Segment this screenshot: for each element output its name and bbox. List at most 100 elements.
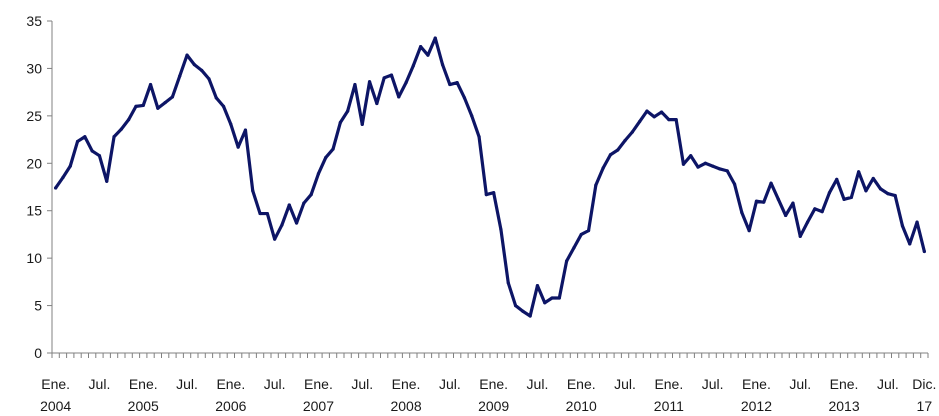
data-point — [360, 122, 364, 126]
x-tick-label: Ene. 2007 — [303, 376, 334, 414]
data-point — [849, 195, 853, 200]
data-point — [784, 213, 788, 218]
x-tick-label-year: 2004 — [40, 398, 71, 414]
x-tick-label-period: Jul. — [789, 376, 811, 392]
x-tick-label: Ene. 2013 — [828, 376, 859, 414]
data-point — [294, 221, 299, 225]
x-tick-label-year: 2009 — [478, 398, 509, 414]
data-point — [674, 118, 678, 122]
x-tick-label: Jul. — [89, 376, 111, 392]
x-tick-label-year: 2008 — [390, 398, 421, 414]
data-point — [630, 130, 634, 134]
data-point — [148, 82, 153, 87]
x-tick-label-period: Ene. — [304, 376, 333, 392]
x-tick-label-year: 2012 — [741, 398, 772, 414]
data-point — [528, 314, 532, 318]
x-tick-label: Jul. — [176, 376, 198, 392]
data-point — [68, 164, 72, 168]
data-point — [776, 197, 780, 201]
data-point — [878, 187, 883, 191]
data-point — [338, 120, 342, 125]
data-point — [97, 154, 102, 158]
data-point — [718, 167, 722, 171]
data-point — [601, 166, 605, 170]
x-tick-label: Jul. — [439, 376, 461, 392]
data-point — [747, 229, 751, 233]
x-tick-label-period: Jul. — [264, 376, 286, 392]
data-point — [791, 201, 795, 205]
data-point — [287, 203, 291, 207]
data-point — [703, 161, 707, 165]
x-tick-label-period: Ene. — [41, 376, 70, 392]
data-point — [667, 118, 671, 122]
x-tick-label-period: Ene. — [479, 376, 508, 392]
data-point — [207, 77, 211, 81]
x-tick-label-period: Jul. — [527, 376, 549, 392]
data-point — [623, 138, 627, 143]
data-point — [681, 162, 686, 166]
x-tick-label-period: Ene. — [567, 376, 596, 392]
data-point — [805, 220, 810, 224]
data-point — [638, 119, 642, 124]
data-point — [543, 301, 547, 305]
data-point — [864, 189, 868, 193]
x-tick-label-year: 2006 — [215, 398, 246, 414]
data-point — [820, 210, 824, 214]
data-point — [900, 224, 905, 228]
y-tick-label: 20 — [26, 155, 42, 171]
data-point — [375, 101, 379, 106]
data-point — [265, 211, 269, 216]
x-axis-ticks — [51, 353, 929, 358]
data-point — [608, 153, 613, 157]
data-point — [535, 284, 540, 288]
x-tick-label-year: 2013 — [828, 398, 859, 414]
y-axis-labels: 0 5 10 15 20 25 30 35 — [26, 13, 42, 361]
y-tick-label: 5 — [34, 298, 42, 314]
data-point — [506, 281, 510, 285]
data-point — [273, 237, 277, 241]
data-point — [61, 175, 65, 180]
data-point — [857, 170, 861, 174]
data-point — [170, 95, 175, 99]
x-tick-label-period: Jul. — [176, 376, 198, 392]
x-tick-label: Jul. — [264, 376, 286, 392]
data-point — [594, 183, 598, 187]
x-tick-label: Jul. — [877, 376, 899, 392]
x-tick-label-period: Jul. — [702, 376, 724, 392]
data-point — [433, 36, 437, 40]
y-tick-label: 30 — [26, 60, 42, 76]
x-tick-label-period: Jul. — [877, 376, 899, 392]
data-point — [221, 104, 226, 108]
data-point — [477, 135, 481, 139]
data-point — [324, 155, 328, 160]
y-tick-label: 15 — [26, 203, 42, 219]
data-point — [134, 104, 138, 108]
x-tick-label-year: 2007 — [303, 398, 334, 414]
x-tick-label: Jul. — [351, 376, 373, 392]
x-tick-label: Ene. 2009 — [478, 376, 509, 414]
data-point — [470, 114, 474, 118]
data-point — [462, 96, 467, 100]
data-point — [185, 53, 189, 57]
data-point — [105, 179, 109, 183]
data-point — [141, 103, 145, 108]
data-point — [163, 100, 167, 105]
data-point — [54, 186, 58, 190]
x-tick-label: Jul. — [702, 376, 724, 392]
x-tick-label: Ene. 2004 — [40, 376, 71, 414]
data-point — [521, 309, 525, 313]
x-tick-label-period: Ene. — [742, 376, 771, 392]
data-point — [762, 200, 766, 204]
data-point — [725, 169, 729, 173]
data-point — [90, 149, 94, 153]
data-point — [689, 154, 693, 158]
data-point — [426, 53, 430, 57]
data-point — [550, 296, 554, 300]
data-point — [557, 296, 561, 300]
data-point — [754, 199, 759, 203]
x-tick-label: Ene. 2006 — [215, 376, 246, 414]
y-tick-label: 0 — [34, 345, 42, 361]
data-point — [119, 127, 123, 131]
data-point — [513, 303, 518, 308]
data-point — [565, 259, 569, 263]
